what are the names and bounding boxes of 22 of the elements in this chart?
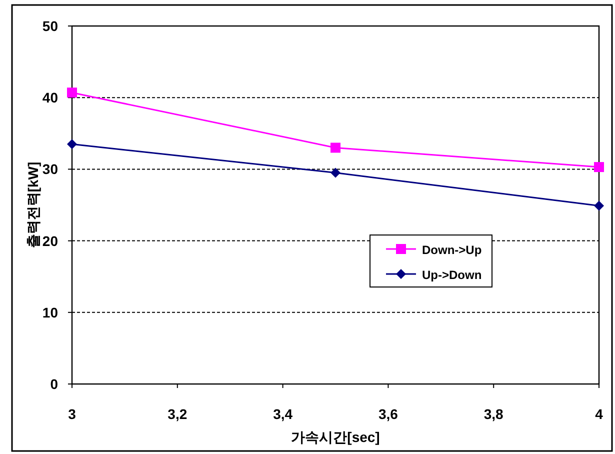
y-tick-label: 40 — [42, 90, 58, 106]
x-tick-label: 3,4 — [273, 406, 293, 422]
y-tick-label: 50 — [42, 18, 58, 34]
x-tick-label: 4 — [595, 406, 604, 422]
x-tick-label: 3,2 — [168, 406, 188, 422]
legend-label: Up->Down — [422, 268, 482, 282]
y-tick-label: 30 — [42, 161, 58, 178]
legend-label: Down->Up — [422, 243, 482, 257]
y-tick-label: 0 — [50, 376, 58, 392]
point — [330, 142, 340, 153]
x-tick-label: 3,8 — [484, 406, 504, 422]
point — [67, 139, 77, 150]
x-tick-label: 3,6 — [378, 406, 398, 422]
y-axis-title: 출력전력[kW] — [25, 162, 41, 248]
point — [67, 88, 77, 98]
x-tick-label: 3 — [68, 406, 76, 422]
point — [330, 168, 340, 178]
point — [594, 162, 604, 172]
x-axis-title: 가속시간[sec] — [291, 429, 380, 445]
y-tick-label: 10 — [42, 304, 58, 320]
y-tick-label: 20 — [42, 232, 58, 249]
point — [594, 200, 604, 211]
